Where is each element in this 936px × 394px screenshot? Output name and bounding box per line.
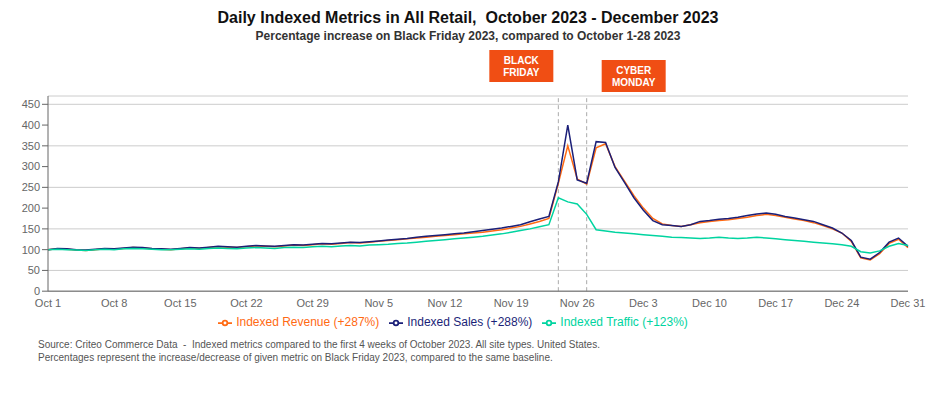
svg-text:Dec 10: Dec 10 [692, 297, 727, 309]
svg-text:Oct 8: Oct 8 [101, 297, 127, 309]
svg-text:BLACK: BLACK [504, 55, 540, 66]
svg-text:Nov 19: Nov 19 [494, 297, 529, 309]
html-text:Indexed Revenue (+287%): Indexed Revenue (+287%) [236, 315, 380, 330]
svg-text:0: 0 [34, 285, 40, 297]
html-text:Source: Criteo Commerce Data -: Source: Criteo Commerce Data - Indexed m… [38, 339, 600, 363]
html-text:Daily Indexed Metrics in All R: Daily Indexed Metrics in All Retail, Oct… [217, 9, 719, 26]
svg-text:Nov 26: Nov 26 [560, 297, 595, 309]
html-text:Indexed Traffic (+123%): Indexed Traffic (+123%) [560, 315, 688, 330]
svg-text:Dec 17: Dec 17 [758, 297, 793, 309]
svg-text:MONDAY: MONDAY [612, 77, 656, 88]
svg-text:150: 150 [22, 223, 40, 235]
svg-text:250: 250 [22, 181, 40, 193]
svg-text:50: 50 [28, 264, 40, 276]
svg-text:Dec 31: Dec 31 [891, 297, 926, 309]
html-text:Percentage increase on Black F: Percentage increase on Black Friday 2023… [255, 29, 681, 43]
svg-text:Oct 15: Oct 15 [164, 297, 196, 309]
html-text:Indexed Sales (+288%): Indexed Sales (+288%) [407, 315, 533, 330]
svg-text:CYBER: CYBER [616, 65, 652, 76]
svg-text:Oct 29: Oct 29 [296, 297, 328, 309]
svg-text:300: 300 [22, 160, 40, 172]
svg-text:Oct 22: Oct 22 [230, 297, 262, 309]
svg-text:100: 100 [22, 244, 40, 256]
svg-text:FRIDAY: FRIDAY [503, 67, 540, 78]
svg-text:Dec 24: Dec 24 [824, 297, 859, 309]
svg-text:Oct 1: Oct 1 [35, 297, 61, 309]
svg-text:450: 450 [22, 98, 40, 110]
svg-text:Nov 12: Nov 12 [427, 297, 462, 309]
svg-text:200: 200 [22, 202, 40, 214]
svg-text:400: 400 [22, 119, 40, 131]
svg-text:Dec 3: Dec 3 [629, 297, 658, 309]
svg-text:Nov 5: Nov 5 [364, 297, 393, 309]
svg-text:350: 350 [22, 140, 40, 152]
